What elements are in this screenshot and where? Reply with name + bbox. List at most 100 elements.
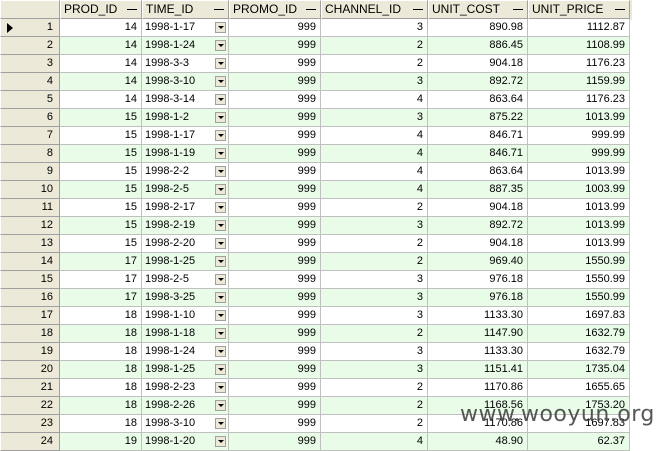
cell-channel-id[interactable]: 3 — [321, 289, 428, 307]
cell-unit-price[interactable]: 1013.99 — [528, 163, 630, 181]
row-number[interactable]: 7 — [0, 127, 60, 145]
table-row[interactable]: 21 18 1998-2-23 999 2 1170.86 1655.65 — [0, 379, 632, 397]
cell-unit-price[interactable]: 1176.23 — [528, 55, 630, 73]
cell-unit-cost[interactable]: 976.18 — [428, 271, 528, 289]
dropdown-arrow-icon[interactable] — [215, 310, 226, 321]
cell-prod-id[interactable]: 19 — [60, 433, 142, 451]
cell-channel-id[interactable]: 3 — [321, 343, 428, 361]
row-number[interactable]: 2 — [0, 37, 60, 55]
cell-prod-id[interactable]: 18 — [60, 361, 142, 379]
cell-unit-cost[interactable]: 892.72 — [428, 217, 528, 235]
cell-unit-cost[interactable]: 1133.30 — [428, 307, 528, 325]
cell-channel-id[interactable]: 4 — [321, 145, 428, 163]
cell-channel-id[interactable]: 2 — [321, 379, 428, 397]
cell-channel-id[interactable]: 2 — [321, 235, 428, 253]
table-row[interactable]: 14 17 1998-1-25 999 2 969.40 1550.99 — [0, 253, 632, 271]
table-row[interactable]: 11 15 1998-2-17 999 2 904.18 1013.99 — [0, 199, 632, 217]
cell-unit-price[interactable]: 1013.99 — [528, 217, 630, 235]
cell-promo-id[interactable]: 999 — [229, 253, 321, 271]
cell-unit-price[interactable]: 1108.99 — [528, 37, 630, 55]
header-prod-id[interactable]: PROD_ID — [60, 0, 142, 19]
cell-channel-id[interactable]: 3 — [321, 307, 428, 325]
row-number[interactable]: 11 — [0, 199, 60, 217]
dropdown-arrow-icon[interactable] — [215, 220, 226, 231]
cell-channel-id[interactable]: 2 — [321, 55, 428, 73]
dropdown-arrow-icon[interactable] — [215, 184, 226, 195]
cell-time-id[interactable]: 1998-1-24 — [142, 343, 229, 361]
header-time-id[interactable]: TIME_ID — [142, 0, 229, 19]
cell-prod-id[interactable]: 14 — [60, 91, 142, 109]
cell-prod-id[interactable]: 14 — [60, 73, 142, 91]
cell-promo-id[interactable]: 999 — [229, 343, 321, 361]
cell-promo-id[interactable]: 999 — [229, 163, 321, 181]
cell-promo-id[interactable]: 999 — [229, 397, 321, 415]
cell-unit-cost[interactable]: 846.71 — [428, 127, 528, 145]
row-number[interactable]: 24 — [0, 433, 60, 451]
row-number[interactable]: 21 — [0, 379, 60, 397]
cell-unit-price[interactable]: 1176.23 — [528, 91, 630, 109]
cell-prod-id[interactable]: 18 — [60, 325, 142, 343]
table-row[interactable]: 9 15 1998-2-2 999 4 863.64 1013.99 — [0, 163, 632, 181]
cell-prod-id[interactable]: 18 — [60, 307, 142, 325]
cell-unit-price[interactable]: 1735.04 — [528, 361, 630, 379]
table-row[interactable]: 1 14 1998-1-17 999 3 890.98 1112.87 — [0, 19, 632, 37]
dropdown-arrow-icon[interactable] — [215, 130, 226, 141]
cell-unit-cost[interactable]: 846.71 — [428, 145, 528, 163]
cell-prod-id[interactable]: 15 — [60, 145, 142, 163]
cell-time-id[interactable]: 1998-3-3 — [142, 55, 229, 73]
cell-time-id[interactable]: 1998-1-20 — [142, 433, 229, 451]
table-row[interactable]: 10 15 1998-2-5 999 4 887.35 1003.99 — [0, 181, 632, 199]
row-number[interactable]: 23 — [0, 415, 60, 433]
cell-prod-id[interactable]: 18 — [60, 397, 142, 415]
dropdown-arrow-icon[interactable] — [215, 112, 226, 123]
cell-unit-cost[interactable]: 875.22 — [428, 109, 528, 127]
cell-unit-price[interactable]: 1003.99 — [528, 181, 630, 199]
dropdown-arrow-icon[interactable] — [215, 76, 226, 87]
cell-time-id[interactable]: 1998-1-10 — [142, 307, 229, 325]
cell-time-id[interactable]: 1998-1-25 — [142, 361, 229, 379]
cell-unit-price[interactable]: 1013.99 — [528, 235, 630, 253]
table-row[interactable]: 24 19 1998-1-20 999 4 48.90 62.37 — [0, 433, 632, 451]
cell-unit-cost[interactable]: 890.98 — [428, 19, 528, 37]
row-number[interactable]: 16 — [0, 289, 60, 307]
row-number[interactable]: 19 — [0, 343, 60, 361]
header-channel-id[interactable]: CHANNEL_ID — [321, 0, 428, 19]
cell-promo-id[interactable]: 999 — [229, 433, 321, 451]
cell-channel-id[interactable]: 2 — [321, 415, 428, 433]
cell-unit-cost[interactable]: 1151.41 — [428, 361, 528, 379]
cell-promo-id[interactable]: 999 — [229, 199, 321, 217]
row-number[interactable]: 9 — [0, 163, 60, 181]
cell-channel-id[interactable]: 4 — [321, 127, 428, 145]
cell-prod-id[interactable]: 14 — [60, 37, 142, 55]
cell-prod-id[interactable]: 15 — [60, 127, 142, 145]
table-row[interactable]: 15 17 1998-2-5 999 3 976.18 1550.99 — [0, 271, 632, 289]
row-number[interactable]: 1 — [0, 19, 60, 37]
cell-time-id[interactable]: 1998-3-14 — [142, 91, 229, 109]
table-row[interactable]: 23 18 1998-3-10 999 2 1170.86 1697.83 — [0, 415, 632, 433]
cell-unit-price[interactable]: 1753.20 — [528, 397, 630, 415]
dropdown-arrow-icon[interactable] — [215, 40, 226, 51]
cell-unit-cost[interactable]: 976.18 — [428, 289, 528, 307]
cell-promo-id[interactable]: 999 — [229, 91, 321, 109]
cell-prod-id[interactable]: 14 — [60, 55, 142, 73]
cell-unit-price[interactable]: 1655.65 — [528, 379, 630, 397]
cell-time-id[interactable]: 1998-2-5 — [142, 181, 229, 199]
table-row[interactable]: 3 14 1998-3-3 999 2 904.18 1176.23 — [0, 55, 632, 73]
cell-unit-price[interactable]: 1632.79 — [528, 343, 630, 361]
cell-time-id[interactable]: 1998-2-19 — [142, 217, 229, 235]
cell-unit-cost[interactable]: 48.90 — [428, 433, 528, 451]
table-row[interactable]: 16 17 1998-3-25 999 3 976.18 1550.99 — [0, 289, 632, 307]
cell-promo-id[interactable]: 999 — [229, 325, 321, 343]
cell-channel-id[interactable]: 3 — [321, 73, 428, 91]
cell-unit-price[interactable]: 1697.83 — [528, 415, 630, 433]
cell-promo-id[interactable]: 999 — [229, 289, 321, 307]
cell-promo-id[interactable]: 999 — [229, 379, 321, 397]
cell-time-id[interactable]: 1998-3-10 — [142, 73, 229, 91]
cell-unit-price[interactable]: 1159.99 — [528, 73, 630, 91]
cell-prod-id[interactable]: 17 — [60, 253, 142, 271]
dropdown-arrow-icon[interactable] — [215, 256, 226, 267]
cell-unit-cost[interactable]: 1170.86 — [428, 379, 528, 397]
dropdown-arrow-icon[interactable] — [215, 418, 226, 429]
cell-unit-cost[interactable]: 863.64 — [428, 163, 528, 181]
cell-unit-price[interactable]: 1112.87 — [528, 19, 630, 37]
